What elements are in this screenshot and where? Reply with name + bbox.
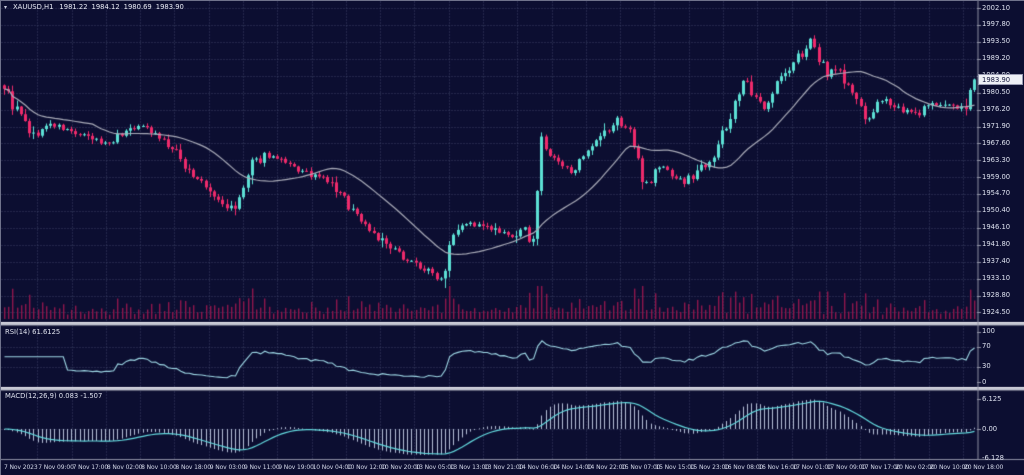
- symbol-dropdown-icon[interactable]: ▾: [4, 3, 8, 11]
